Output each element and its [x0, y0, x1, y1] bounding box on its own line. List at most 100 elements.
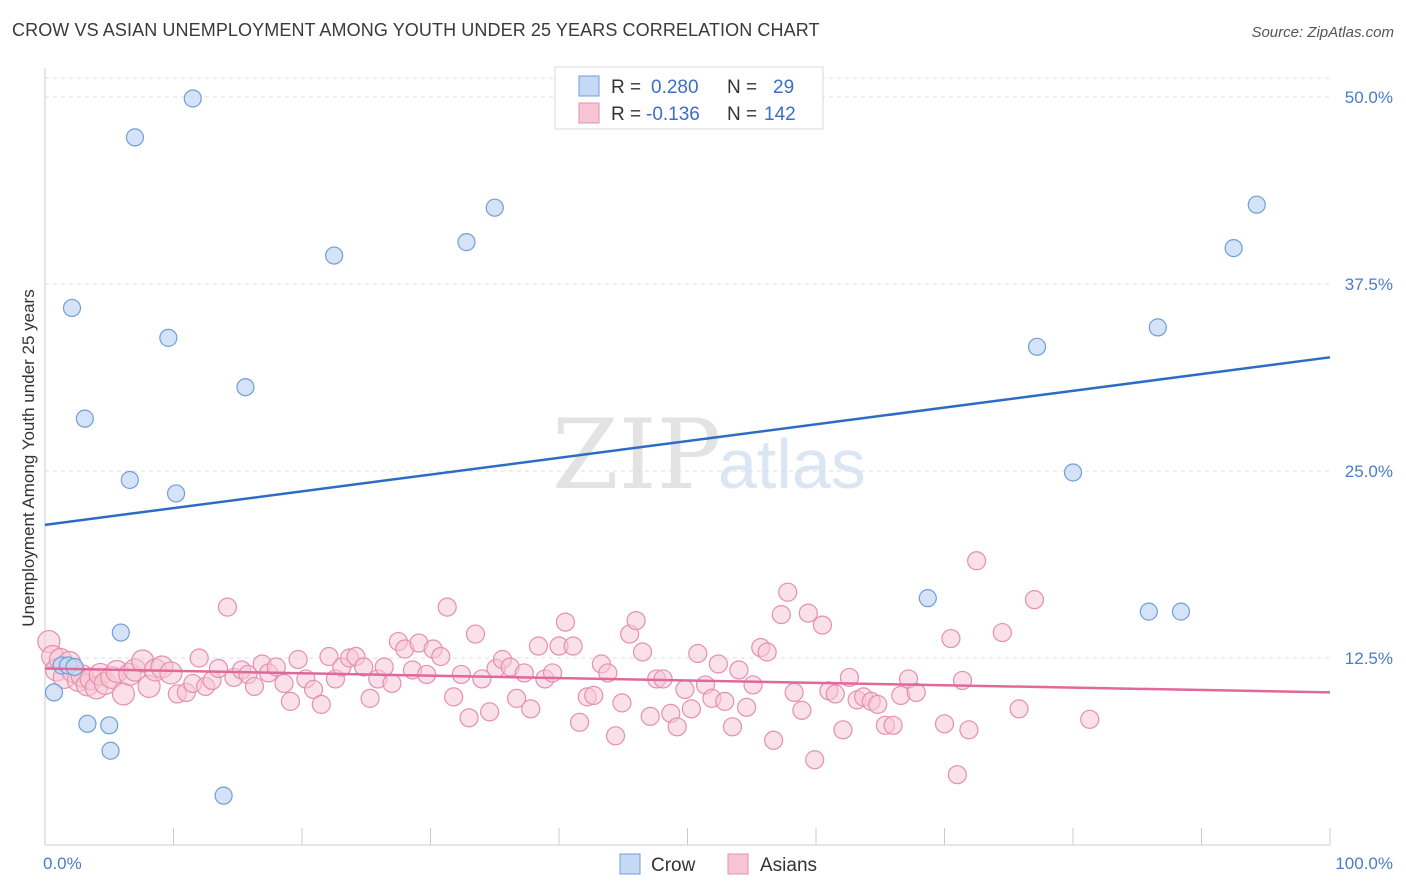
crow-point-26	[1224, 238, 1243, 258]
asians-point-72	[506, 688, 527, 708]
asians-point-50	[354, 657, 374, 677]
asians-point-139	[1080, 709, 1100, 729]
asians-point-53	[374, 657, 394, 677]
asians-point-73	[514, 663, 534, 683]
crow-point-21	[1027, 337, 1047, 356]
asians-point-106	[743, 675, 763, 695]
asians-point-62	[437, 597, 457, 617]
crow-point-13	[166, 484, 186, 503]
asians-point-89	[626, 610, 646, 631]
legend-n-value-crow: 29	[773, 77, 794, 98]
asians-point-95	[667, 717, 687, 737]
asians-point-74	[521, 699, 541, 719]
bottom-legend: Crow Asians	[619, 853, 817, 876]
crow-point-3	[65, 657, 84, 677]
x-tick-label-0: 0.0%	[43, 854, 82, 873]
crow-point-14	[183, 89, 202, 108]
asians-point-16	[111, 682, 135, 706]
crow-point-20	[918, 589, 937, 608]
legend-swatch-asians	[578, 102, 600, 124]
watermark: ZIP atlas	[552, 399, 866, 511]
crow-point-15	[214, 786, 233, 805]
asians-point-39	[274, 673, 294, 694]
y-tick-label-1: 25.0%	[1345, 462, 1393, 481]
asians-point-64	[451, 664, 471, 685]
y-axis-label: Unemployment Among Youth under 25 years	[19, 289, 38, 626]
crow-point-0	[44, 683, 64, 702]
asians-point-118	[825, 684, 845, 704]
asians-point-65	[459, 708, 479, 728]
asians-point-61	[431, 646, 451, 667]
asians-point-101	[708, 654, 728, 674]
chart-title: CROW VS ASIAN UNEMPLOYMENT AMONG YOUTH U…	[12, 20, 820, 40]
asians-point-120	[839, 667, 860, 688]
asians-point-66	[465, 624, 486, 644]
y-tick-label-2: 37.5%	[1345, 275, 1393, 294]
asians-point-23	[159, 661, 183, 685]
crow-point-9	[111, 623, 130, 642]
asians-point-44	[311, 694, 331, 714]
asians-point-79	[555, 612, 576, 632]
asians-point-132	[947, 765, 967, 785]
crow-point-22	[1063, 463, 1083, 482]
asians-point-116	[812, 615, 833, 635]
crow-point-6	[78, 714, 97, 733]
asians-point-80	[563, 636, 583, 656]
trend-lines	[44, 356, 1331, 694]
asians-point-134	[959, 720, 979, 740]
asians-point-97	[681, 699, 701, 719]
asians-point-90	[632, 642, 653, 662]
asians-point-104	[729, 660, 749, 680]
crow-point-7	[100, 716, 119, 735]
asians-point-96	[675, 679, 695, 700]
x-tick-label-1: 100.0%	[1335, 854, 1393, 873]
bottom-legend-asians: Asians	[760, 855, 817, 876]
legend-box	[554, 66, 824, 130]
asians-point-67	[472, 669, 492, 689]
asians-point-31	[217, 597, 238, 617]
legend-r-label-crow: R =	[611, 77, 641, 98]
asians-point-54	[382, 673, 402, 694]
x-tick-labels: 0.0% 100.0%	[43, 854, 1393, 873]
watermark-atlas: atlas	[718, 425, 866, 503]
asians-point-129	[906, 682, 926, 703]
asians-point-109	[763, 730, 784, 750]
asians-point-45	[319, 646, 339, 667]
asians-point-85	[598, 663, 618, 683]
asians-trend-line	[44, 667, 1331, 694]
legend-r-label-asians: R =	[611, 104, 641, 125]
asians-point-98	[688, 643, 708, 664]
asians-point-83	[584, 685, 604, 706]
crow-point-5	[75, 409, 94, 428]
asians-point-137	[1009, 699, 1029, 719]
asians-point-63	[444, 687, 464, 707]
asians-point-41	[288, 649, 308, 670]
crow-point-4	[62, 298, 82, 318]
asians-point-86	[605, 726, 626, 746]
asians-point-136	[992, 622, 1012, 643]
y-tick-labels: 12.5% 25.0% 37.5% 50.0%	[1345, 88, 1393, 668]
asians-point-115	[805, 750, 825, 770]
asians-point-43	[303, 679, 324, 700]
legend-r-value-crow: 0.280	[651, 77, 699, 98]
crow-point-24	[1148, 318, 1167, 337]
crow-point-8	[101, 741, 120, 760]
asians-point-135	[967, 551, 987, 571]
asians-point-119	[833, 720, 853, 740]
crow-point-12	[159, 328, 178, 347]
crow-point-18	[457, 233, 476, 252]
bottom-legend-swatch-crow	[619, 853, 641, 875]
y-tick-label-0: 12.5%	[1345, 649, 1393, 668]
asians-point-68	[480, 702, 500, 722]
crow-trend-line	[44, 356, 1331, 527]
asians-point-131	[941, 628, 961, 649]
asians-point-27	[189, 648, 209, 668]
legend-r-value-asians: -0.136	[646, 104, 700, 125]
asians-point-124	[868, 694, 888, 714]
asians-point-75	[528, 636, 549, 656]
bottom-legend-swatch-asians	[727, 853, 749, 875]
asians-point-102	[715, 691, 735, 711]
asians-point-51	[360, 688, 380, 708]
asians-point-114	[798, 603, 818, 623]
